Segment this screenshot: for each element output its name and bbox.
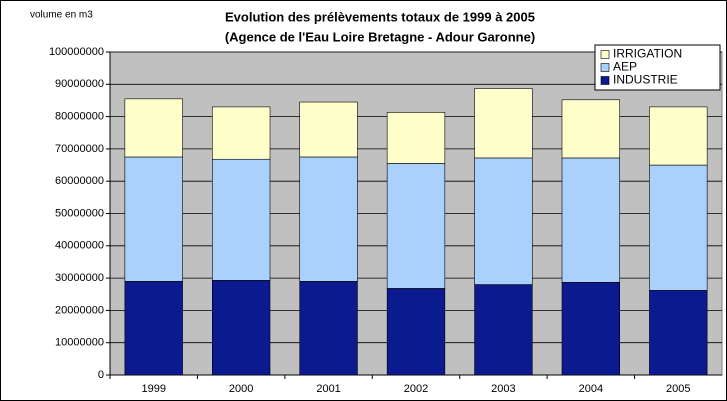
y-tick-label: 90000000 bbox=[55, 78, 104, 90]
bar-segment bbox=[124, 281, 183, 376]
x-tick-label: 2005 bbox=[666, 383, 690, 395]
bar-segment bbox=[211, 158, 271, 281]
y-tick-label: 30000000 bbox=[55, 272, 104, 284]
y-axis-label: volume en m3 bbox=[30, 10, 93, 21]
bar-segment bbox=[124, 156, 183, 282]
bar-segment bbox=[386, 288, 446, 376]
x-tick-label: 2004 bbox=[579, 383, 603, 395]
legend-box bbox=[594, 44, 721, 91]
bar-segment bbox=[561, 99, 621, 159]
bar-segment bbox=[474, 157, 533, 285]
x-tick-label: 2001 bbox=[316, 383, 340, 395]
bar-segment bbox=[649, 290, 708, 376]
bar-segment bbox=[124, 98, 183, 158]
y-tick-label: 100000000 bbox=[49, 46, 104, 58]
bar-segment bbox=[299, 281, 358, 376]
bar-segment bbox=[211, 280, 271, 376]
legend-label: AEP bbox=[613, 60, 637, 74]
y-tick-label: 40000000 bbox=[55, 240, 104, 252]
y-tick-label: 20000000 bbox=[55, 304, 104, 316]
x-tick-label: 2002 bbox=[404, 383, 428, 395]
bar-segment bbox=[474, 284, 533, 376]
legend-label: INDUSTRIE bbox=[613, 73, 678, 87]
bar-segment bbox=[211, 106, 271, 160]
legend-label: IRRIGATION bbox=[613, 47, 682, 61]
bar-segment bbox=[386, 163, 446, 289]
bar-segment bbox=[561, 281, 621, 376]
bar-segment bbox=[561, 157, 621, 283]
legend-swatch bbox=[600, 76, 610, 85]
legend-swatch bbox=[600, 50, 610, 59]
y-tick-label: 10000000 bbox=[55, 337, 104, 349]
legend-swatch bbox=[600, 63, 610, 72]
x-tick-label: 1999 bbox=[141, 383, 165, 395]
bar-segment bbox=[386, 112, 446, 164]
bar-segment bbox=[474, 88, 533, 159]
y-tick-label: 60000000 bbox=[55, 175, 104, 187]
y-tick-label: 0 bbox=[98, 369, 104, 381]
x-tick-label: 2000 bbox=[229, 383, 253, 395]
x-tick-label: 2003 bbox=[491, 383, 515, 395]
chart-title: Evolution des prélèvements totaux de 199… bbox=[225, 9, 535, 24]
y-tick-label: 80000000 bbox=[55, 111, 104, 123]
bar-segment bbox=[299, 156, 358, 282]
y-tick-label: 50000000 bbox=[55, 207, 104, 219]
bar-segment bbox=[299, 101, 358, 158]
bar-segment bbox=[649, 164, 708, 291]
y-tick-label: 70000000 bbox=[55, 143, 104, 155]
bar-segment bbox=[649, 106, 708, 166]
chart-subtitle: (Agence de l'Eau Loire Bretagne - Adour … bbox=[225, 29, 535, 44]
